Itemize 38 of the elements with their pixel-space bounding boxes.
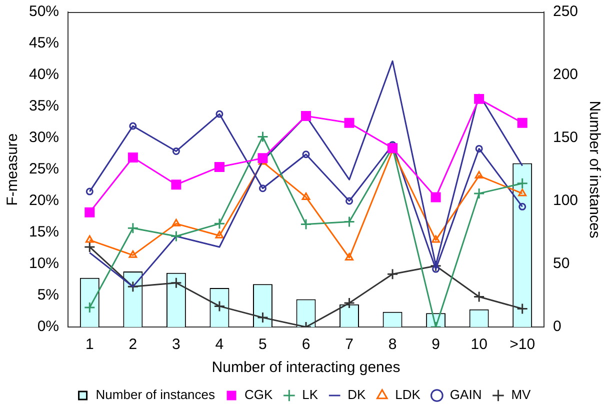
y-axis-title: F-measure — [4, 133, 22, 206]
y2-tick-label: 250 — [552, 3, 578, 20]
y-tick-label: 50% — [28, 3, 60, 20]
x-tick-label: 7 — [345, 336, 354, 354]
y-tick-label: 10% — [28, 255, 60, 272]
legend-label: Number of instances — [96, 387, 216, 402]
x-tick-label: 10 — [470, 336, 488, 354]
y-tick-label: 15% — [28, 224, 60, 241]
x-tick-label: 3 — [172, 336, 180, 354]
y-tick-label: 40% — [28, 66, 60, 84]
x-axis-title: Number of interacting genes — [212, 359, 400, 376]
y-tick-label: 30% — [28, 129, 60, 146]
x-tick-label: 5 — [258, 336, 267, 354]
y-tick-label: 0% — [37, 318, 60, 336]
y-tick-label: 20% — [28, 192, 60, 210]
y2-axis-title: Number of instances — [586, 100, 603, 238]
y2-tick-label: 50 — [552, 255, 570, 272]
y2-tick-label: 100 — [552, 192, 578, 210]
x-tick-label: 1 — [85, 336, 94, 354]
x-tick-label: 8 — [388, 336, 397, 354]
x-tick-label: 4 — [215, 336, 224, 354]
x-tick-label: 6 — [302, 336, 310, 354]
y2-tick-label: 0 — [552, 318, 562, 336]
legend-label: LK — [302, 387, 318, 402]
y-tick-label: 25% — [28, 160, 60, 178]
legend-label: MV — [511, 387, 532, 402]
y-tick-label: 35% — [28, 98, 60, 115]
y2-tick-label: 200 — [552, 66, 578, 84]
legend-label: CGK — [244, 387, 274, 402]
legend-label: LDK — [395, 387, 421, 402]
x-tick-label: 2 — [128, 336, 138, 354]
y2-tick-label: 150 — [552, 129, 578, 146]
y-tick-label: 5% — [37, 286, 60, 304]
legend-label: DK — [348, 387, 366, 402]
x-tick-label: >10 — [510, 336, 536, 354]
y-tick-label: 45% — [28, 34, 60, 52]
legend-label: GAIN — [450, 387, 482, 402]
x-tick-label: 9 — [432, 336, 440, 354]
